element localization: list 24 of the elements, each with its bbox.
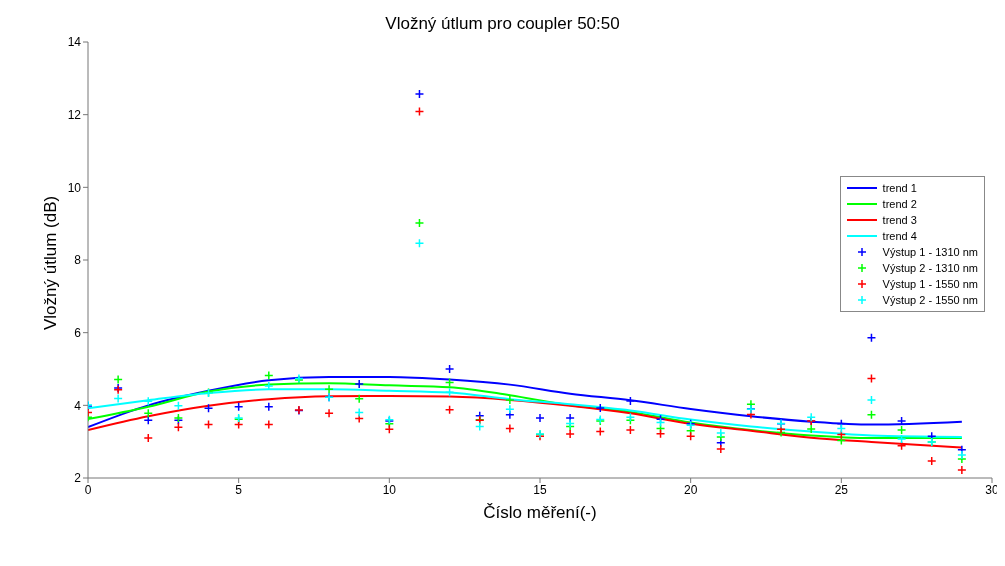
legend-label: Výstup 2 - 1550 nm	[882, 294, 978, 306]
y-tick-label: 4	[74, 398, 82, 413]
x-tick-label: 5	[235, 482, 243, 497]
x-tick-label: 10	[382, 482, 397, 497]
y-tick-label: 12	[67, 107, 82, 122]
legend-label: Výstup 1 - 1550 nm	[882, 278, 978, 290]
y-tick-label: 14	[67, 35, 82, 50]
legend-label: trend 2	[882, 198, 917, 210]
legend-label: trend 3	[882, 214, 917, 226]
x-tick-label: 20	[683, 482, 698, 497]
y-tick-label: 2	[74, 471, 82, 486]
y-tick-label: 10	[67, 180, 82, 195]
y-tick-label: 8	[74, 253, 82, 268]
legend-label: Výstup 2 - 1310 nm	[882, 262, 978, 274]
x-tick-label: 0	[84, 482, 92, 497]
x-tick-label: 15	[533, 482, 547, 497]
y-tick-label: 6	[74, 325, 82, 340]
legend-label: Výstup 1 - 1310 nm	[882, 246, 978, 258]
x-axis-title: Číslo měření(-)	[483, 503, 597, 522]
chart-title: Vložný útlum pro coupler 50:50	[384, 14, 621, 34]
y-axis-title: Vložný útlum (dB)	[41, 195, 61, 330]
x-tick-label: 25	[834, 482, 849, 497]
legend-label: trend 1	[882, 182, 917, 194]
legend-label: trend 4	[882, 230, 917, 242]
